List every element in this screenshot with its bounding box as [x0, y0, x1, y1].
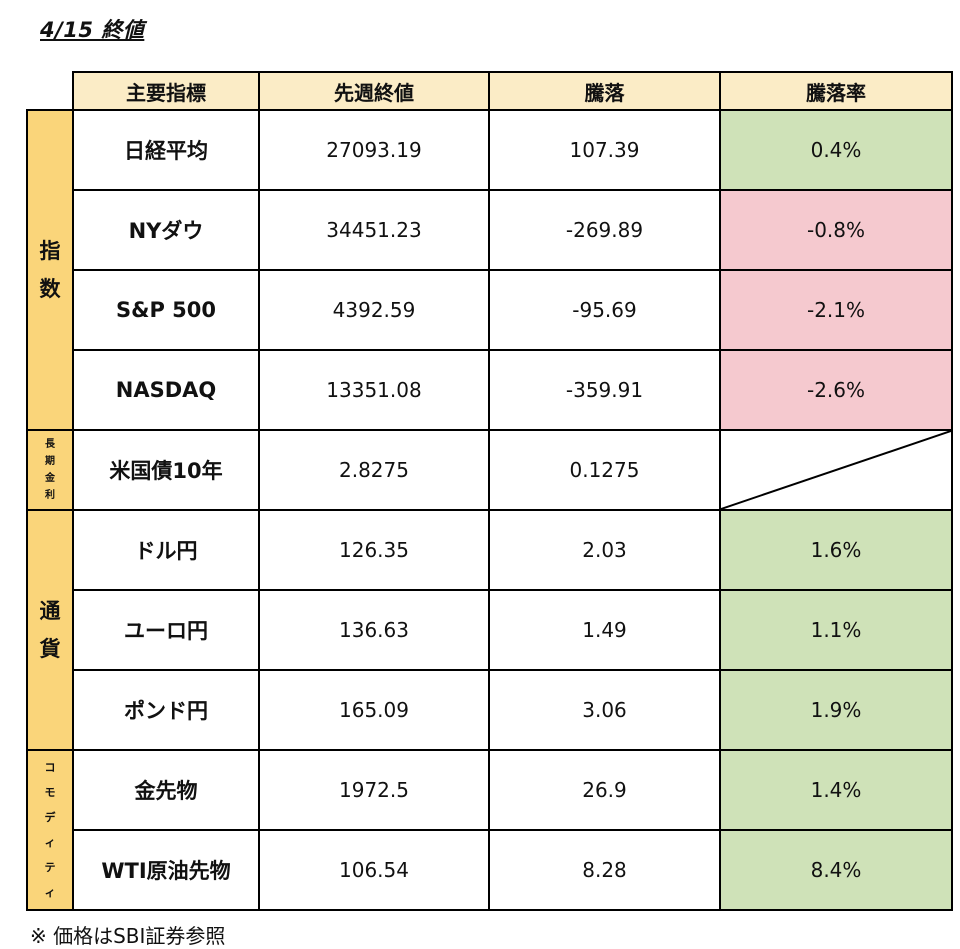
row-pct: 1.9% — [719, 669, 953, 751]
row-close: 126.35 — [258, 509, 490, 591]
row-name: ポンド円 — [72, 669, 260, 751]
row-change: 1.49 — [488, 589, 721, 671]
row-change: 0.1275 — [488, 429, 721, 511]
market-table: 主要指標 先週終値 騰落 騰落率 指 数 日経平均 27093.19 107.3… — [26, 71, 953, 911]
category-index: 指 数 — [26, 109, 74, 431]
row-name: ユーロ円 — [72, 589, 260, 671]
row-pct: -0.8% — [719, 189, 953, 271]
row-change: 8.28 — [488, 829, 721, 911]
table-row: 長 期 金 利 米国債10年 2.8275 0.1275 — [26, 429, 953, 511]
row-name: ドル円 — [72, 509, 260, 591]
category-label: コ モ デ ィ テ ィ — [44, 761, 56, 899]
row-change: 26.9 — [488, 749, 721, 831]
row-change: 3.06 — [488, 669, 721, 751]
category-commodity: コ モ デ ィ テ ィ — [26, 749, 74, 911]
row-close: 165.09 — [258, 669, 490, 751]
row-close: 2.8275 — [258, 429, 490, 511]
table-row: WTI原油先物 106.54 8.28 8.4% — [27, 829, 953, 911]
row-change: -269.89 — [488, 189, 721, 271]
row-pct: 1.6% — [719, 509, 953, 591]
table-row: NASDAQ 13351.08 -359.91 -2.6% — [27, 349, 953, 431]
header-indicator: 主要指標 — [72, 71, 260, 111]
source-note: ※ 価格はSBI証券参照 — [30, 924, 226, 948]
row-change: 2.03 — [488, 509, 721, 591]
row-close: 27093.19 — [258, 109, 490, 191]
category-label: 指 数 — [39, 239, 61, 301]
row-pct: 1.4% — [719, 749, 953, 831]
row-close: 1972.5 — [258, 749, 490, 831]
header-blank-cell — [27, 72, 74, 111]
table-row: ポンド円 165.09 3.06 1.9% — [27, 669, 953, 751]
row-change: 107.39 — [488, 109, 721, 191]
row-name: S&P 500 — [72, 269, 260, 351]
page-title: 4/15 終値 — [40, 18, 145, 42]
table-row: ユーロ円 136.63 1.49 1.1% — [27, 589, 953, 671]
row-pct: 0.4% — [719, 109, 953, 191]
table-row: 指 数 日経平均 27093.19 107.39 0.4% — [26, 109, 953, 431]
table-row: S&P 500 4392.59 -95.69 -2.1% — [27, 269, 953, 351]
category-label: 通 貨 — [39, 599, 61, 661]
row-name: NASDAQ — [72, 349, 260, 431]
row-name: WTI原油先物 — [72, 829, 260, 911]
row-name: 米国債10年 — [72, 429, 260, 511]
category-label: 長 期 金 利 — [45, 439, 55, 501]
row-pct-empty — [719, 429, 953, 511]
header-change-pct: 騰落率 — [719, 71, 953, 111]
row-close: 106.54 — [258, 829, 490, 911]
row-close: 4392.59 — [258, 269, 490, 351]
header-prev-close: 先週終値 — [258, 71, 490, 111]
row-name: 日経平均 — [72, 109, 260, 191]
category-rates: 長 期 金 利 — [26, 429, 74, 511]
diagonal-slash — [721, 431, 951, 509]
row-close: 136.63 — [258, 589, 490, 671]
row-pct: 8.4% — [719, 829, 953, 911]
table-row: NYダウ 34451.23 -269.89 -0.8% — [27, 189, 953, 271]
header-change: 騰落 — [488, 71, 721, 111]
row-name: NYダウ — [72, 189, 260, 271]
table-row: 通 貨 ドル円 126.35 2.03 1.6% — [26, 509, 953, 751]
row-pct: -2.6% — [719, 349, 953, 431]
row-pct: -2.1% — [719, 269, 953, 351]
header-row: 主要指標 先週終値 騰落 騰落率 — [27, 71, 953, 111]
row-close: 34451.23 — [258, 189, 490, 271]
row-close: 13351.08 — [258, 349, 490, 431]
table-row: コ モ デ ィ テ ィ 金先物 1972.5 26.9 1.4% — [26, 749, 953, 911]
row-name: 金先物 — [72, 749, 260, 831]
category-fx: 通 貨 — [26, 509, 74, 751]
row-pct: 1.1% — [719, 589, 953, 671]
row-change: -95.69 — [488, 269, 721, 351]
row-change: -359.91 — [488, 349, 721, 431]
